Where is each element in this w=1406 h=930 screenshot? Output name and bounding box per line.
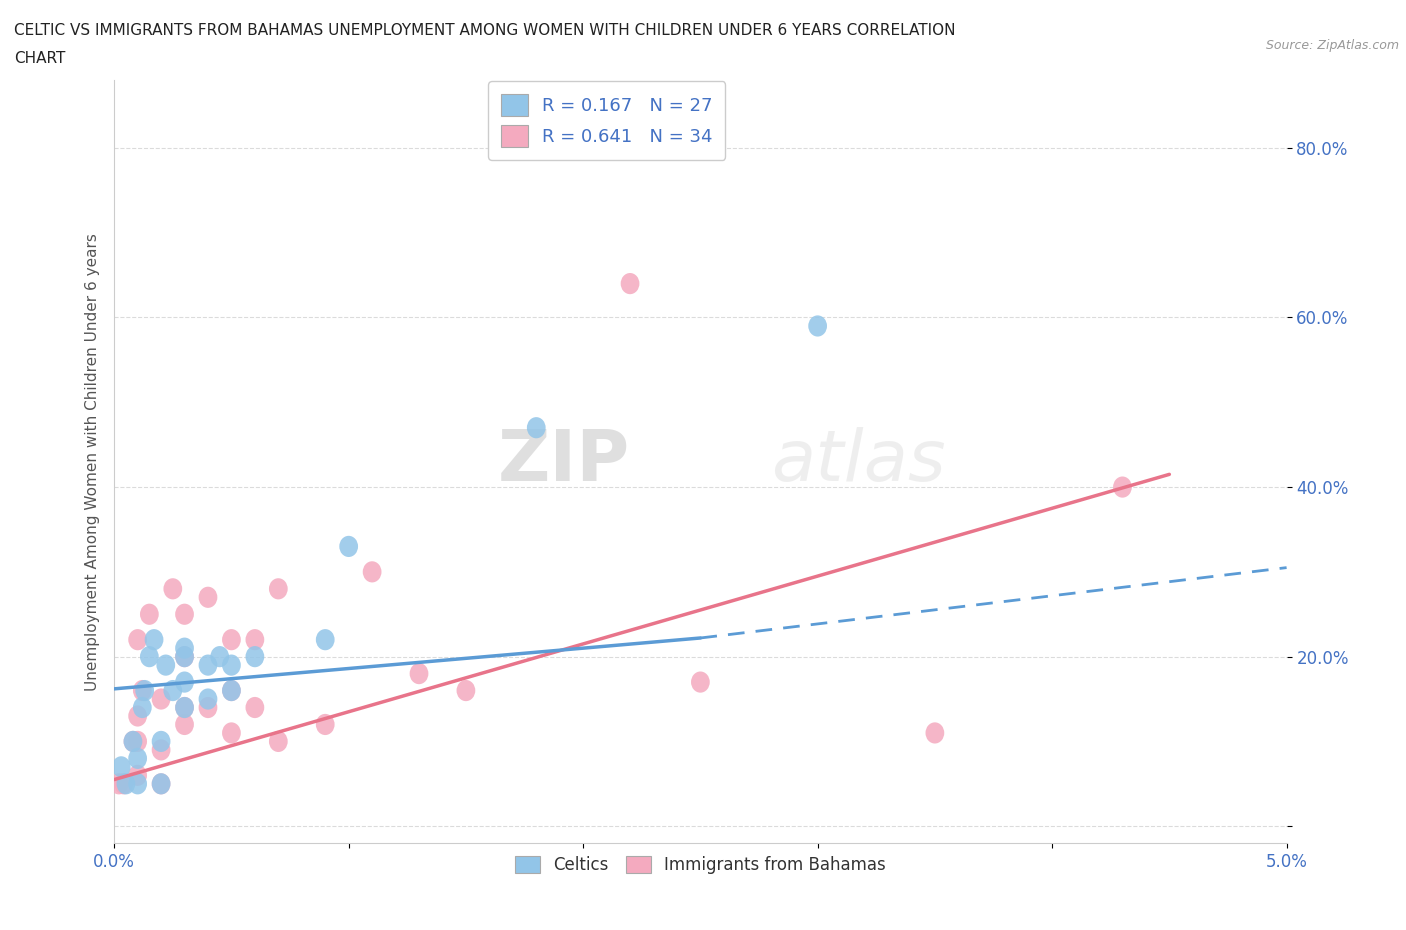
Ellipse shape [128, 748, 148, 769]
Ellipse shape [156, 655, 176, 676]
Ellipse shape [163, 578, 183, 600]
Ellipse shape [269, 578, 288, 600]
Ellipse shape [114, 773, 134, 794]
Ellipse shape [110, 773, 128, 794]
Ellipse shape [690, 671, 710, 693]
Ellipse shape [112, 756, 131, 777]
Ellipse shape [222, 723, 240, 744]
Ellipse shape [134, 697, 152, 718]
Ellipse shape [124, 731, 142, 752]
Ellipse shape [269, 731, 288, 752]
Ellipse shape [457, 680, 475, 701]
Ellipse shape [198, 688, 218, 710]
Text: ZIP: ZIP [498, 427, 630, 496]
Ellipse shape [176, 604, 194, 625]
Ellipse shape [176, 671, 194, 693]
Ellipse shape [176, 646, 194, 667]
Ellipse shape [363, 562, 381, 582]
Ellipse shape [152, 773, 170, 794]
Text: CELTIC VS IMMIGRANTS FROM BAHAMAS UNEMPLOYMENT AMONG WOMEN WITH CHILDREN UNDER 6: CELTIC VS IMMIGRANTS FROM BAHAMAS UNEMPL… [14, 23, 956, 38]
Ellipse shape [222, 680, 240, 701]
Ellipse shape [246, 697, 264, 718]
Ellipse shape [117, 773, 135, 794]
Ellipse shape [222, 629, 240, 650]
Ellipse shape [134, 680, 152, 701]
Text: CHART: CHART [14, 51, 66, 66]
Ellipse shape [316, 629, 335, 650]
Ellipse shape [527, 418, 546, 438]
Ellipse shape [152, 773, 170, 794]
Ellipse shape [141, 604, 159, 625]
Ellipse shape [246, 646, 264, 667]
Ellipse shape [176, 697, 194, 718]
Ellipse shape [409, 663, 429, 684]
Ellipse shape [808, 315, 827, 337]
Ellipse shape [128, 764, 148, 786]
Ellipse shape [316, 714, 335, 735]
Ellipse shape [925, 723, 945, 744]
Ellipse shape [128, 629, 148, 650]
Ellipse shape [128, 705, 148, 726]
Ellipse shape [128, 731, 148, 752]
Ellipse shape [620, 273, 640, 294]
Ellipse shape [176, 697, 194, 718]
Ellipse shape [176, 638, 194, 658]
Ellipse shape [198, 587, 218, 608]
Y-axis label: Unemployment Among Women with Children Under 6 years: Unemployment Among Women with Children U… [86, 232, 100, 691]
Text: Source: ZipAtlas.com: Source: ZipAtlas.com [1265, 39, 1399, 52]
Text: atlas: atlas [770, 427, 945, 496]
Ellipse shape [222, 655, 240, 676]
Ellipse shape [176, 646, 194, 667]
Legend: Celtics, Immigrants from Bahamas: Celtics, Immigrants from Bahamas [509, 849, 893, 881]
Ellipse shape [141, 646, 159, 667]
Ellipse shape [339, 536, 359, 557]
Ellipse shape [128, 773, 148, 794]
Ellipse shape [163, 680, 183, 701]
Ellipse shape [246, 629, 264, 650]
Ellipse shape [176, 714, 194, 735]
Ellipse shape [211, 646, 229, 667]
Ellipse shape [222, 680, 240, 701]
Ellipse shape [1114, 476, 1132, 498]
Ellipse shape [152, 688, 170, 710]
Ellipse shape [152, 731, 170, 752]
Ellipse shape [145, 629, 163, 650]
Ellipse shape [135, 680, 155, 701]
Ellipse shape [152, 739, 170, 761]
Ellipse shape [124, 731, 142, 752]
Ellipse shape [198, 697, 218, 718]
Ellipse shape [198, 655, 218, 676]
